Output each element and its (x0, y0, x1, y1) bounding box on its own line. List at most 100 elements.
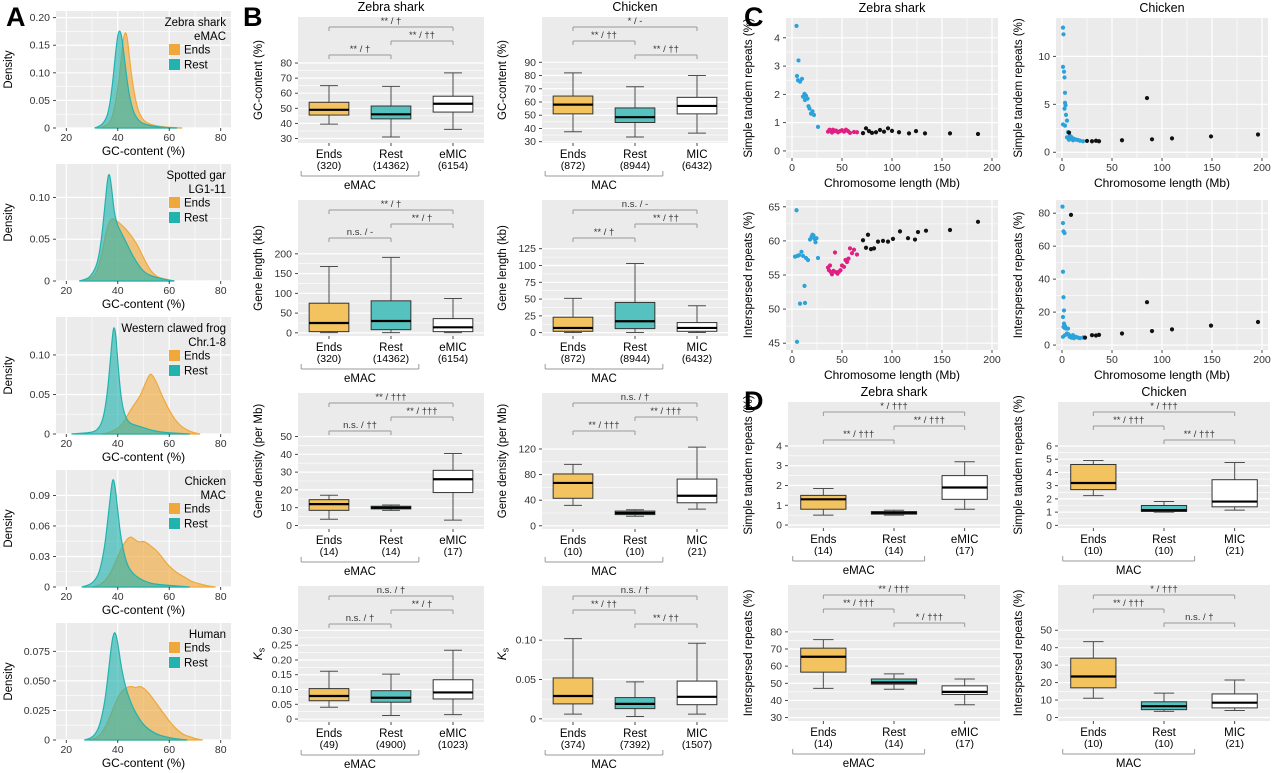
svg-text:Chicken: Chicken (184, 476, 226, 488)
svg-text:(1507): (1507) (682, 739, 712, 751)
svg-text:Rest: Rest (623, 728, 647, 740)
box-svg: n.s. / † ** / † n.s. / † 0 0.05 0.10 0.15 0.20 0… (251, 585, 484, 771)
svg-text:200: 200 (1253, 162, 1271, 174)
svg-text:Spotted gar: Spotted gar (167, 170, 227, 182)
svg-text:Ends: Ends (316, 342, 342, 354)
svg-text:Density: Density (3, 356, 15, 395)
panel-label-d: D (744, 386, 764, 416)
svg-text:Gene length (kb): Gene length (kb) (253, 225, 265, 311)
svg-text:(872): (872) (561, 160, 586, 172)
svg-text:3: 3 (1046, 480, 1052, 492)
boxplot-ks-chicken: n.s. / † ** / †† ** / †† 0 0.05 0.10 Ks Ends (37… (494, 579, 738, 772)
panel-label-a: A (6, 2, 26, 32)
boxplot-gene-density-zebra-shark: ** / ††† ** / ††† n.s. / †† 0 10 20 30 40 50 Gene… (250, 386, 494, 579)
svg-text:1: 1 (1046, 507, 1052, 519)
svg-text:0.09: 0.09 (30, 490, 51, 502)
svg-text:30: 30 (770, 712, 782, 724)
svg-text:Ends: Ends (560, 728, 586, 740)
svg-text:Ends: Ends (810, 534, 836, 546)
svg-text:Chromosome length (Mb): Chromosome length (Mb) (1094, 176, 1230, 190)
svg-text:(14): (14) (885, 545, 904, 557)
svg-text:GC-content (%): GC-content (%) (102, 297, 185, 311)
svg-text:(374): (374) (561, 739, 586, 751)
svg-text:** / †: ** / † (412, 599, 433, 610)
svg-text:60: 60 (1038, 241, 1050, 253)
density-plot-spotted-gar: 20 40 60 80 0 0.05 0.10 GC-content (%) Density Sp… (0, 159, 235, 312)
svg-text:n.s. / †: n.s. / † (1185, 612, 1214, 623)
svg-text:(10): (10) (564, 546, 583, 558)
svg-text:** / †: ** / † (381, 199, 402, 210)
svg-text:50: 50 (1106, 162, 1118, 174)
svg-text:* / †††: * / ††† (1150, 584, 1177, 595)
svg-text:0.10: 0.10 (30, 67, 51, 79)
svg-text:** / †: ** / † (594, 227, 615, 238)
svg-text:60: 60 (163, 591, 175, 603)
svg-text:** / †: ** / † (412, 213, 433, 224)
svg-text:100: 100 (518, 260, 536, 272)
svg-text:Chicken: Chicken (1139, 1, 1184, 15)
svg-text:** / †††: ** / ††† (1184, 429, 1215, 440)
svg-text:** / †††: ** / ††† (843, 429, 874, 440)
svg-text:Zebra shark: Zebra shark (165, 17, 227, 29)
panel-label-b: B (243, 2, 263, 32)
svg-text:0.05: 0.05 (30, 95, 51, 107)
svg-text:0: 0 (44, 123, 50, 135)
scatter-svg: 0 50 100 150 200 0 1 2 3 4 Chromosome length (Mb) S… (743, 1, 1001, 190)
svg-text:60: 60 (524, 96, 536, 108)
svg-text:eMIC: eMIC (951, 727, 978, 739)
svg-text:5: 5 (1046, 454, 1052, 466)
svg-text:20: 20 (60, 744, 72, 756)
svg-text:0.050: 0.050 (24, 675, 50, 687)
svg-text:80: 80 (215, 132, 227, 144)
svg-text:Simple tandem repeats (%): Simple tandem repeats (%) (1013, 18, 1025, 158)
svg-text:100: 100 (1153, 162, 1171, 174)
svg-text:n.s. / †: n.s. / † (346, 613, 375, 624)
svg-text:Interspersed repeats (%): Interspersed repeats (%) (1013, 590, 1025, 717)
svg-text:Rest: Rest (623, 149, 647, 161)
svg-text:60: 60 (770, 661, 782, 673)
svg-text:0.06: 0.06 (30, 520, 51, 532)
svg-text:(14): (14) (382, 546, 401, 558)
box-svg: n.s. / † ** / †† ** / †† 0 0.05 0.10 Ks Ends(37… (495, 585, 728, 771)
box-svg: ** / †††** / ††† n.s. / †† 0 10 20 30 40 50 Gene… (253, 392, 484, 578)
svg-text:Gene length (kb): Gene length (kb) (497, 225, 509, 311)
svg-text:Chromosome length (Mb): Chromosome length (Mb) (824, 176, 960, 190)
svg-text:0: 0 (789, 162, 795, 174)
svg-text:* / †††: * / ††† (880, 401, 907, 412)
boxplot-gene-density-chicken: n.s. / † ** / ††† ** / ††† 0 40 80 120 Gene den… (494, 386, 738, 579)
svg-text:60: 60 (768, 235, 780, 247)
density-plot-zebra-shark-emac: 20 40 60 80 0 0.05 0.10 0.15 0.20 GC-content (%) D… (0, 6, 235, 159)
boxplot-tandem-repeats-chicken: * / ††† ** / ††† ** / ††† 0 1 2 3 4 5 6 Simple tan… (1010, 385, 1280, 578)
svg-text:0: 0 (44, 582, 50, 594)
svg-text:Rest: Rest (379, 342, 403, 354)
svg-text:Zebra shark: Zebra shark (358, 0, 425, 14)
svg-text:70: 70 (280, 73, 292, 85)
svg-text:(4900): (4900) (376, 739, 406, 751)
boxplot-gc-content-zebra-shark: ** / † ** / †† ** / † 30 40 50 60 70 80 GC-conten… (250, 0, 494, 193)
svg-text:55: 55 (768, 270, 780, 282)
svg-text:40: 40 (280, 449, 292, 461)
svg-text:MIC: MIC (1224, 727, 1245, 739)
svg-text:70: 70 (524, 83, 536, 95)
svg-text:Ends: Ends (810, 727, 836, 739)
svg-text:0: 0 (1046, 520, 1052, 532)
svg-text:60: 60 (163, 744, 175, 756)
svg-text:Rest: Rest (1152, 534, 1176, 546)
svg-text:Ends: Ends (1080, 727, 1106, 739)
svg-text:4: 4 (774, 32, 780, 44)
svg-text:20: 20 (60, 285, 72, 297)
box-svg: ** / † ** / †† ** / † 30 40 50 60 70 80 GC-conten… (253, 0, 484, 192)
svg-text:0.30: 0.30 (272, 625, 293, 637)
svg-text:0: 0 (1044, 340, 1050, 352)
svg-text:Chr.1-8: Chr.1-8 (188, 337, 226, 349)
svg-text:0: 0 (774, 145, 780, 157)
svg-text:Ks: Ks (251, 647, 267, 660)
svg-text:30: 30 (280, 133, 292, 145)
density-svg: 20 40 60 80 0 0.025 0.050 0.075 GC-content (%) De… (3, 623, 231, 770)
box-svg: * / ††† ** / ††† n.s. / † 0 10 20 30 40 50 Inters… (1013, 584, 1270, 770)
box-svg: * / ††† ** / ††† ** / ††† 0 1 2 3 4 Simple tande… (743, 385, 1000, 577)
svg-text:(10): (10) (1155, 738, 1174, 750)
svg-text:Interspersed repeats (%): Interspersed repeats (%) (1013, 212, 1025, 339)
box-svg: ** / † ** / † n.s. / - 0 50 100 150 200 Gene len… (253, 199, 484, 385)
